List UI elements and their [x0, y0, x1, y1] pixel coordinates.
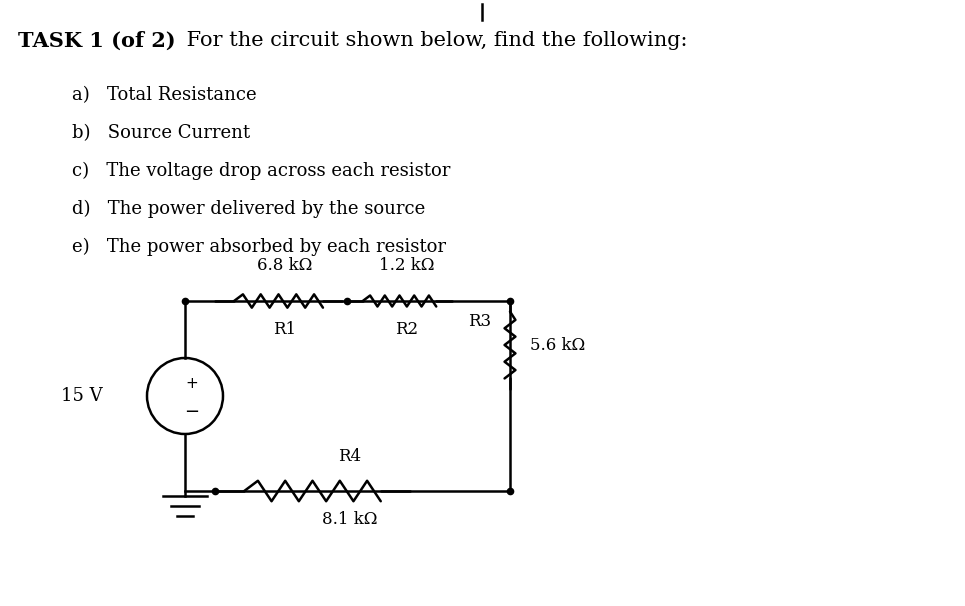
- Text: c)   The voltage drop across each resistor: c) The voltage drop across each resistor: [72, 162, 451, 180]
- Text: a)   Total Resistance: a) Total Resistance: [72, 86, 257, 104]
- Text: 1.2 kΩ: 1.2 kΩ: [379, 257, 435, 274]
- Text: e)   The power absorbed by each resistor: e) The power absorbed by each resistor: [72, 238, 446, 256]
- Text: R4: R4: [339, 448, 362, 465]
- Text: R2: R2: [396, 321, 419, 338]
- Text: R1: R1: [273, 321, 296, 338]
- Text: −: −: [184, 403, 200, 421]
- Text: R3: R3: [468, 313, 491, 330]
- Text: TASK 1 (of 2): TASK 1 (of 2): [18, 31, 176, 51]
- Text: 6.8 kΩ: 6.8 kΩ: [258, 257, 313, 274]
- Text: For the circuit shown below, find the following:: For the circuit shown below, find the fo…: [180, 31, 687, 50]
- Text: 5.6 kΩ: 5.6 kΩ: [530, 336, 585, 353]
- Text: 15 V: 15 V: [62, 387, 103, 405]
- Text: +: +: [185, 376, 199, 390]
- Text: d)   The power delivered by the source: d) The power delivered by the source: [72, 200, 426, 218]
- Text: 8.1 kΩ: 8.1 kΩ: [322, 511, 377, 528]
- Text: b)   Source Current: b) Source Current: [72, 124, 250, 142]
